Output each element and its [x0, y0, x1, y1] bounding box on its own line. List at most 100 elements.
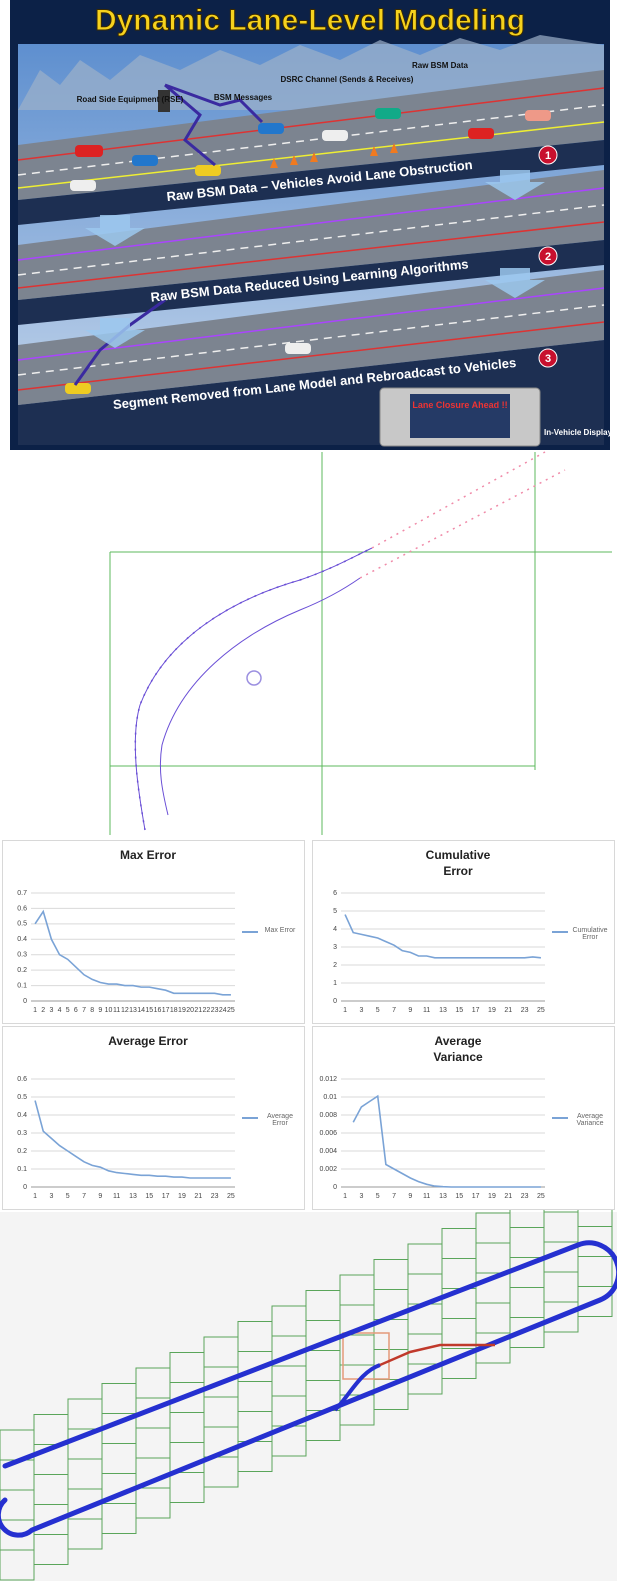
illustration-title: Dynamic Lane-Level Modeling — [95, 4, 525, 37]
x-tick-label: 4 — [58, 1007, 62, 1014]
x-tick-label: 11 — [423, 1193, 430, 1200]
x-tick-label: 11 — [113, 1007, 120, 1014]
legend-swatch — [242, 1117, 258, 1119]
x-tick-label: 1 — [33, 1193, 37, 1200]
x-tick-label: 3 — [359, 1007, 363, 1014]
lane-trace — [135, 548, 372, 830]
y-tick-label: 0 — [23, 998, 27, 1005]
x-tick-label: 8 — [90, 1007, 94, 1014]
x-tick-label: 3 — [49, 1193, 53, 1200]
x-tick-label: 21 — [194, 1007, 202, 1014]
x-tick-label: 1 — [343, 1007, 347, 1014]
x-tick-label: 22 — [203, 1007, 211, 1014]
y-tick-label: 6 — [333, 890, 337, 897]
y-tick-label: 0.7 — [17, 890, 27, 897]
x-tick-label: 7 — [82, 1007, 86, 1014]
x-tick-label: 9 — [98, 1007, 102, 1014]
data-line — [353, 1096, 541, 1187]
y-tick-label: 0.012 — [319, 1076, 337, 1083]
step-number: 1 — [545, 150, 551, 162]
y-tick-label: 2 — [333, 962, 337, 969]
legend-swatch — [552, 1117, 568, 1119]
step-caption: Raw BSM Data Reduced Using Learning Algo… — [150, 256, 469, 304]
x-tick-label: 17 — [162, 1007, 170, 1014]
x-tick-label: 15 — [145, 1193, 153, 1200]
y-tick-label: 0.1 — [17, 982, 27, 989]
x-tick-label: 24 — [219, 1007, 227, 1014]
x-tick-label: 5 — [376, 1193, 380, 1200]
label: BSM Messages — [214, 93, 273, 102]
illustration-text: Dynamic Lane-Level Modeling Road Side Eq… — [0, 0, 617, 450]
x-tick-label: 3 — [49, 1007, 53, 1014]
x-tick-label: 21 — [194, 1193, 202, 1200]
x-tick-label: 19 — [178, 1193, 186, 1200]
x-tick-label: 15 — [455, 1007, 463, 1014]
x-tick-label: 17 — [162, 1193, 170, 1200]
y-tick-label: 0.1 — [17, 1166, 27, 1173]
x-tick-label: 7 — [82, 1193, 86, 1200]
x-tick-label: 10 — [105, 1007, 113, 1014]
x-tick-label: 11 — [423, 1007, 430, 1014]
marker — [247, 671, 261, 685]
plot: 00.10.20.30.40.50.6135791113151719212325 — [3, 1027, 243, 1211]
legend: Max Error — [242, 927, 300, 934]
x-tick-label: 25 — [537, 1193, 545, 1200]
x-tick-label: 13 — [439, 1193, 447, 1200]
x-tick-label: 12 — [121, 1007, 129, 1014]
x-tick-label: 25 — [537, 1007, 545, 1014]
y-tick-label: 4 — [333, 926, 337, 933]
x-tick-label: 21 — [504, 1007, 512, 1014]
x-tick-label: 3 — [359, 1193, 363, 1200]
y-tick-label: 1 — [333, 980, 337, 987]
page: Dynamic Lane-Level Modeling Road Side Eq… — [0, 0, 617, 1581]
x-tick-label: 13 — [129, 1007, 137, 1014]
x-tick-label: 1 — [343, 1193, 347, 1200]
x-tick-label: 5 — [376, 1007, 380, 1014]
y-tick-label: 0.4 — [17, 936, 27, 943]
step-number: 2 — [545, 251, 551, 263]
x-tick-label: 17 — [472, 1007, 480, 1014]
x-tick-label: 11 — [113, 1193, 120, 1200]
y-tick-label: 0.2 — [17, 967, 27, 974]
label: DSRC Channel (Sends & Receives) — [281, 75, 414, 84]
label: Raw BSM Data — [412, 61, 469, 70]
y-tick-label: 5 — [333, 908, 337, 915]
y-tick-label: 0.3 — [17, 952, 27, 959]
x-tick-label: 13 — [439, 1007, 447, 1014]
x-tick-label: 6 — [74, 1007, 78, 1014]
x-tick-label: 23 — [211, 1007, 219, 1014]
lane-extension — [372, 452, 545, 548]
y-tick-label: 0.6 — [17, 905, 27, 912]
y-tick-label: 0.004 — [319, 1148, 337, 1155]
data-line — [35, 1101, 231, 1178]
x-tick-label: 1 — [33, 1007, 37, 1014]
y-tick-label: 0.3 — [17, 1130, 27, 1137]
x-tick-label: 19 — [488, 1007, 496, 1014]
y-tick-label: 0.4 — [17, 1112, 27, 1119]
data-line — [345, 915, 541, 958]
x-tick-label: 23 — [521, 1007, 529, 1014]
plot: 0123456135791113151719212325 — [313, 841, 553, 1025]
screen-text: Lane Closure Ahead !! — [412, 400, 507, 410]
y-tick-label: 0.6 — [17, 1076, 27, 1083]
y-tick-label: 0.008 — [319, 1112, 337, 1119]
y-tick-label: 0.006 — [319, 1130, 337, 1137]
x-tick-label: 7 — [392, 1193, 396, 1200]
lane-extension — [360, 470, 565, 578]
x-tick-label: 20 — [186, 1007, 194, 1014]
lane-trace — [135, 548, 372, 830]
y-tick-label: 0.01 — [323, 1094, 337, 1101]
x-tick-label: 5 — [66, 1007, 70, 1014]
x-tick-label: 15 — [455, 1193, 463, 1200]
x-tick-label: 7 — [392, 1007, 396, 1014]
y-tick-label: 0.002 — [319, 1166, 337, 1173]
x-tick-label: 19 — [488, 1193, 496, 1200]
x-tick-label: 17 — [472, 1193, 480, 1200]
x-tick-label: 16 — [154, 1007, 162, 1014]
display-label: In-Vehicle Display — [544, 428, 613, 437]
x-tick-label: 25 — [227, 1193, 235, 1200]
y-tick-label: 0 — [333, 998, 337, 1005]
y-tick-label: 0.5 — [17, 1094, 27, 1101]
